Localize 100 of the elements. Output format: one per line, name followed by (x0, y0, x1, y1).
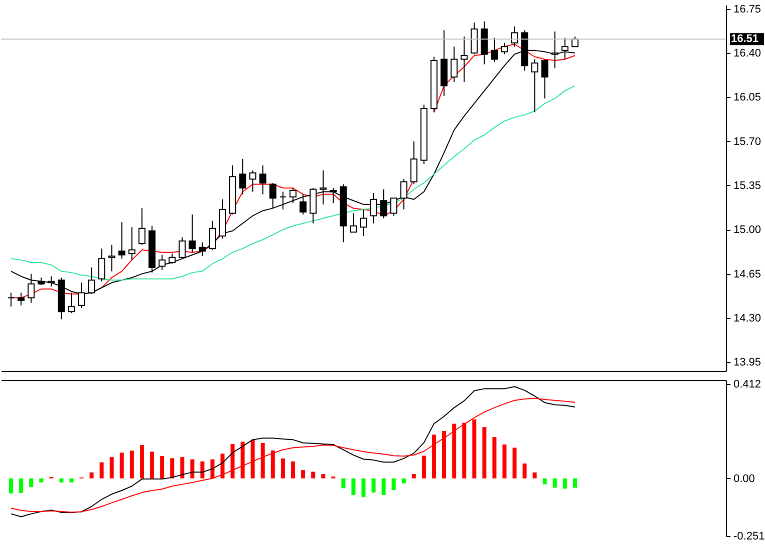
candlestick (188, 214, 196, 253)
bar (552, 478, 557, 488)
bar (301, 470, 306, 478)
y-tick-label: 16.05 (734, 92, 762, 104)
bar (180, 457, 184, 478)
bar (522, 463, 527, 478)
line-series (10, 85, 576, 281)
bar (482, 427, 486, 478)
candlestick (290, 188, 297, 204)
bar (190, 459, 194, 478)
bar (9, 478, 14, 494)
candlestick (410, 140, 418, 185)
candlestick (470, 22, 478, 55)
bar (240, 442, 245, 478)
candlestick (320, 170, 327, 205)
bar (39, 478, 44, 482)
candlestick (259, 164, 266, 195)
bar (402, 478, 406, 484)
bar (250, 440, 255, 478)
bar (462, 422, 466, 478)
candlestick (360, 208, 367, 236)
y-tick-label: 0.00 (734, 472, 755, 485)
bar (542, 478, 547, 484)
bar (382, 478, 386, 496)
bar (562, 478, 567, 489)
bar (260, 442, 265, 478)
y-tick-label: 14.65 (734, 268, 762, 280)
y-tick-label: 0.412 (734, 378, 762, 391)
candlestick (108, 244, 116, 272)
bar (270, 450, 275, 478)
bar (502, 444, 506, 478)
y-tick-label: 13.95 (734, 356, 762, 369)
bar (432, 434, 436, 478)
bar (311, 472, 316, 478)
candlestick (198, 242, 206, 257)
candlestick (370, 192, 378, 224)
candlestick (158, 254, 166, 271)
candlestick (380, 188, 388, 219)
candlestick (310, 188, 317, 224)
candlestick (48, 276, 55, 287)
candlestick (541, 58, 548, 99)
candlestick (330, 188, 337, 204)
bar (392, 478, 396, 490)
bar (19, 478, 24, 493)
bar (422, 456, 426, 478)
bar (492, 436, 496, 478)
candlestick (500, 42, 508, 55)
ref-line-label: 16.51 (731, 33, 759, 46)
bar (150, 452, 154, 478)
bar (200, 461, 204, 478)
y-tick-label: -0.251 (734, 530, 765, 542)
candlestick (279, 191, 286, 210)
candlestick (128, 226, 136, 260)
bar (90, 472, 94, 478)
bar (160, 456, 164, 478)
candlestick (118, 222, 126, 260)
bar (170, 458, 174, 478)
bar (452, 424, 456, 478)
candlestick (239, 158, 246, 195)
bar (59, 478, 64, 482)
bar (512, 448, 517, 478)
candlestick (178, 236, 186, 260)
candlestick (531, 58, 538, 113)
bar (532, 472, 537, 478)
candlestick (269, 182, 276, 209)
candlestick (350, 212, 357, 233)
candlestick (460, 36, 468, 82)
candlestick (249, 170, 256, 192)
candlestick (390, 198, 398, 216)
bar (442, 431, 446, 478)
bar (572, 478, 577, 488)
bar (130, 450, 134, 478)
bar (110, 457, 114, 478)
bar (120, 452, 124, 478)
bar (280, 458, 285, 478)
bar (29, 478, 34, 488)
bar (69, 478, 74, 482)
candlestick (208, 220, 216, 250)
candlestick (8, 292, 15, 308)
bar (372, 478, 376, 493)
bar (140, 444, 144, 478)
bar (362, 478, 366, 498)
y-tick-label: 15.70 (734, 136, 762, 148)
bar (321, 474, 326, 478)
bar (341, 478, 346, 488)
candlestick (450, 46, 458, 82)
y-tick-label: 14.30 (734, 312, 762, 324)
bar (291, 461, 296, 478)
bar (412, 474, 416, 478)
candlestick (138, 208, 146, 246)
bar (472, 419, 476, 478)
candlestick (98, 248, 106, 282)
bar (351, 478, 356, 496)
y-tick-label: 16.40 (734, 47, 762, 60)
candlestick (400, 178, 408, 210)
candlestick (168, 253, 176, 264)
bar (100, 462, 104, 478)
candlestick (490, 37, 498, 62)
candlestick (511, 26, 518, 48)
y-tick-label: 15.00 (734, 224, 762, 236)
